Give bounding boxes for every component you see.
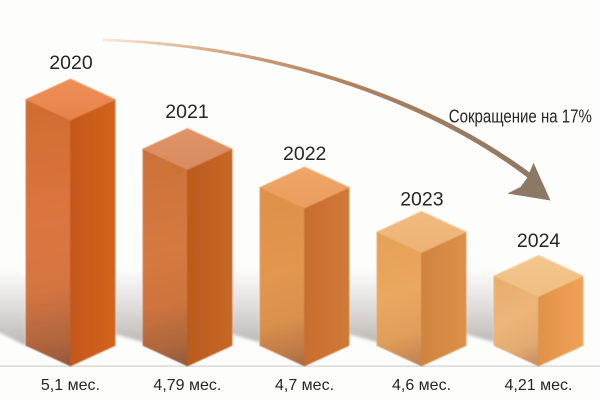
svg-text:2021: 2021	[165, 101, 208, 123]
svg-text:Сокращение на 17%: Сокращение на 17%	[449, 107, 592, 127]
svg-text:4,6 мес.: 4,6 мес.	[392, 377, 451, 394]
svg-text:4,79 мес.: 4,79 мес.	[153, 377, 221, 394]
svg-text:4,7 мес.: 4,7 мес.	[275, 377, 334, 394]
svg-text:2023: 2023	[400, 189, 443, 211]
svg-text:4,21 мес.: 4,21 мес.	[505, 377, 573, 394]
svg-text:5,1 мес.: 5,1 мес.	[41, 377, 100, 394]
svg-text:2024: 2024	[517, 230, 561, 252]
svg-text:2020: 2020	[49, 52, 93, 74]
svg-text:2022: 2022	[283, 143, 326, 165]
